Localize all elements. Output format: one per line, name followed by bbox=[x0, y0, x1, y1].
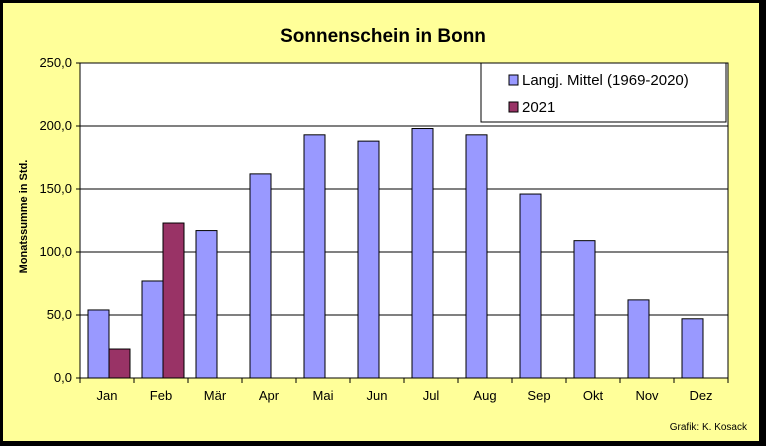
x-tick-label: Okt bbox=[583, 388, 604, 403]
y-tick-label: 100,0 bbox=[39, 244, 72, 259]
bar-mittel-Jun bbox=[357, 140, 380, 379]
x-axis-ticks: Jan Feb Mär Apr Mai Jun Jul Aug Sep Okt Nov Dez bbox=[79, 378, 729, 403]
chart-frame: Sonnenschein in Bonn 0,0 50,0 100,0 150,0 20… bbox=[2, 2, 760, 442]
bar-mittel-Mär bbox=[195, 230, 218, 379]
chart-title: Sonnenschein in Bonn bbox=[280, 26, 486, 47]
x-tick-label: Dez bbox=[689, 388, 712, 403]
y-tick-label: 0,0 bbox=[54, 370, 72, 385]
bar-mittel-Aug bbox=[465, 134, 488, 379]
legend-swatch bbox=[508, 101, 519, 113]
x-tick-label: Sep bbox=[527, 388, 550, 403]
bar-mittel-Okt bbox=[573, 240, 596, 379]
bar-mittel-Nov bbox=[627, 299, 650, 379]
x-tick-label: Aug bbox=[473, 388, 496, 403]
y-axis-label: Monatssumme in Std. bbox=[18, 160, 30, 274]
bar-mittel-Sep bbox=[519, 193, 542, 379]
y-axis-ticks: 0,0 50,0 100,0 150,0 200,0 250,0 bbox=[39, 55, 80, 385]
x-tick-label: Mär bbox=[204, 388, 227, 403]
x-tick-label: Jun bbox=[367, 388, 388, 403]
x-tick-label: Nov bbox=[635, 388, 659, 403]
bar-mittel-Apr bbox=[249, 173, 272, 379]
y-tick-label: 50,0 bbox=[47, 307, 72, 322]
legend-label: 2021 bbox=[522, 99, 555, 116]
bars bbox=[87, 128, 704, 379]
bar-mittel-Feb bbox=[141, 280, 164, 379]
x-tick-label: Jul bbox=[423, 388, 440, 403]
bar-mittel-Jan bbox=[87, 309, 110, 379]
bar-mittel-Mai bbox=[303, 134, 326, 379]
y-tick-label: 250,0 bbox=[39, 55, 72, 70]
y-tick-label: 200,0 bbox=[39, 118, 72, 133]
credit-text: Grafik: K. Kosack bbox=[670, 422, 748, 433]
bar-mittel-Jul bbox=[411, 128, 434, 379]
bar-2021-Jan bbox=[108, 348, 131, 379]
chart-svg: Sonnenschein in Bonn 0,0 50,0 100,0 150,0 20… bbox=[18, 26, 748, 433]
bar-2021-Feb bbox=[162, 222, 185, 379]
legend-swatch bbox=[508, 74, 519, 86]
y-tick-label: 150,0 bbox=[39, 181, 72, 196]
x-tick-label: Mai bbox=[313, 388, 334, 403]
bar-mittel-Dez bbox=[681, 318, 704, 379]
legend: Langj. Mittel (1969-2020) 2021 bbox=[480, 62, 727, 123]
x-tick-label: Jan bbox=[97, 388, 118, 403]
legend-box bbox=[480, 62, 727, 123]
x-tick-label: Feb bbox=[150, 388, 172, 403]
legend-label: Langj. Mittel (1969-2020) bbox=[522, 72, 689, 89]
x-tick-label: Apr bbox=[259, 388, 280, 403]
